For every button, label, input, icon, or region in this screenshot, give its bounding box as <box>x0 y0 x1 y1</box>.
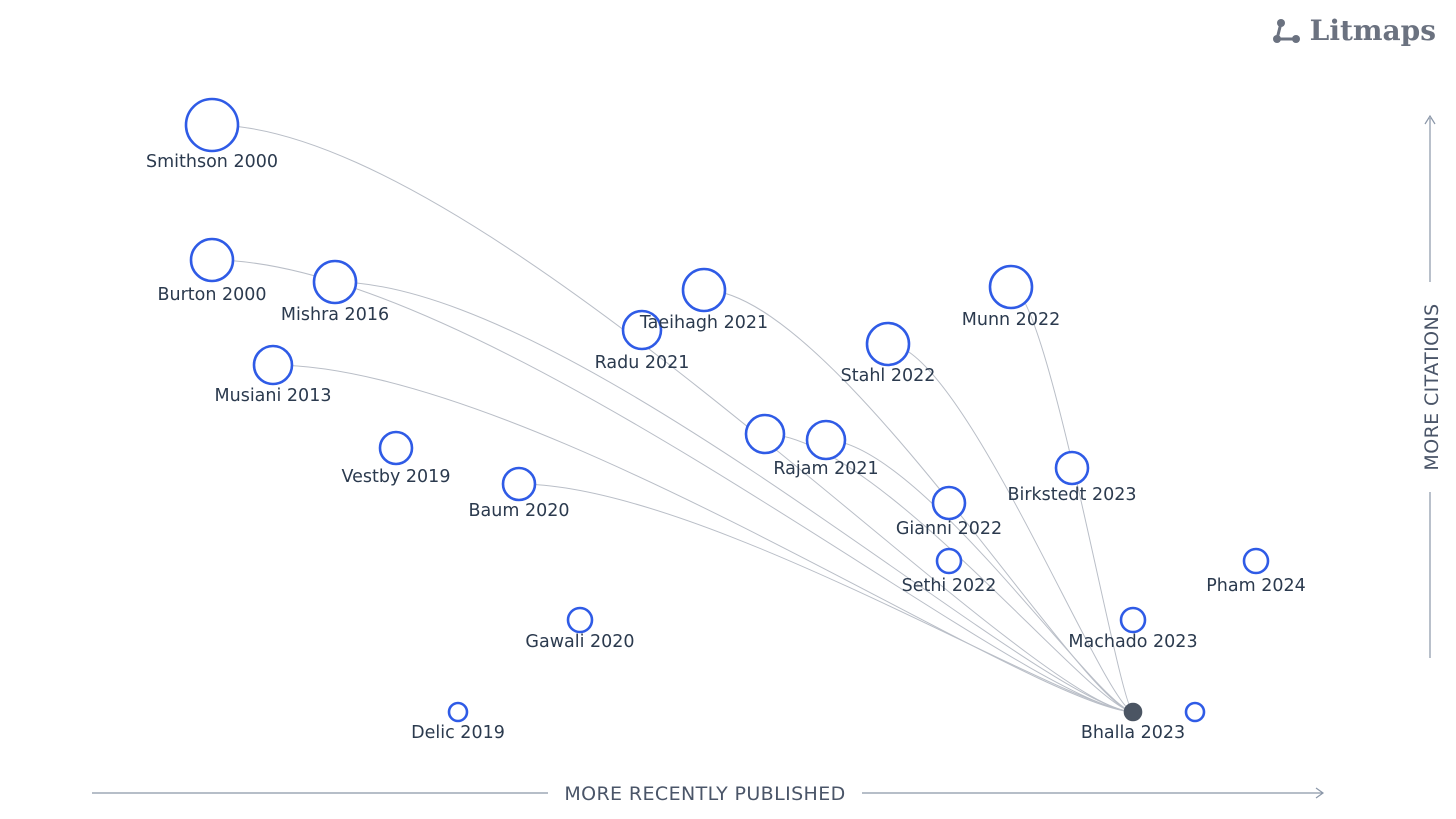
paper-label-sethi-2022[interactable]: Sethi 2022 <box>902 576 997 596</box>
paper-node-munn-2022[interactable] <box>988 264 1034 310</box>
citation-edge-baum-2020 <box>518 483 1134 713</box>
paper-node-burton-2000[interactable] <box>189 237 235 283</box>
paper-labels: Smithson 2000 Burton 2000 Mishra 2016 Musia… <box>146 152 1306 743</box>
litmaps-logo[interactable]: Litmaps <box>1272 14 1436 47</box>
paper-label-baum-2020[interactable]: Baum 2020 <box>469 501 570 521</box>
paper-node-delic-2019[interactable] <box>447 701 469 723</box>
paper-node-pham-2024[interactable] <box>1242 547 1270 575</box>
paper-node-gawali-2020[interactable] <box>566 606 594 634</box>
paper-label-gianni-2022[interactable]: Gianni 2022 <box>896 519 1002 539</box>
paper-label-gawali-2020[interactable]: Gawali 2020 <box>525 632 634 652</box>
paper-node-stahl-2022[interactable] <box>865 321 911 367</box>
citation-edge-munn-2022 <box>1010 286 1134 713</box>
paper-node-musiani-2013[interactable] <box>252 344 294 386</box>
x-axis: MORE RECENTLY PUBLISHED <box>92 783 1325 805</box>
paper-node-machado-2023[interactable] <box>1119 606 1147 634</box>
y-axis-arrow-icon <box>1424 114 1436 125</box>
paper-node-unlabeled-2024[interactable] <box>1184 701 1206 723</box>
paper-label-radu-2021[interactable]: Radu 2021 <box>595 353 690 373</box>
paper-label-birkstedt-2023[interactable]: Birkstedt 2023 <box>1007 485 1136 505</box>
paper-node-unlabeled-2021[interactable] <box>744 413 786 455</box>
x-axis-label: MORE RECENTLY PUBLISHED <box>564 783 845 805</box>
paper-node-taeihagh-2021[interactable] <box>681 267 727 313</box>
paper-label-rajam-2021[interactable]: Rajam 2021 <box>773 459 878 479</box>
y-axis: MORE CITATIONS <box>1421 114 1443 658</box>
citation-edges <box>211 124 1134 713</box>
litmaps-logo-icon <box>1272 18 1300 43</box>
paper-node-baum-2020[interactable] <box>501 466 537 502</box>
paper-label-vestby-2019[interactable]: Vestby 2019 <box>342 467 451 487</box>
x-axis-arrow-icon <box>1315 787 1325 799</box>
paper-label-stahl-2022[interactable]: Stahl 2022 <box>841 366 936 386</box>
paper-node-birkstedt-2023[interactable] <box>1054 450 1090 486</box>
paper-node-sethi-2022[interactable] <box>935 547 963 575</box>
paper-node-smithson-2000[interactable] <box>184 97 240 153</box>
paper-node-radu-2021[interactable] <box>621 309 663 351</box>
paper-node-bhalla-2023[interactable] <box>1123 702 1143 722</box>
paper-label-burton-2000[interactable]: Burton 2000 <box>157 285 266 305</box>
paper-label-munn-2022[interactable]: Munn 2022 <box>962 310 1060 330</box>
paper-label-musiani-2013[interactable]: Musiani 2013 <box>215 386 332 406</box>
logo-text: Litmaps <box>1309 14 1436 47</box>
citation-edge-stahl-2022 <box>887 343 1134 713</box>
paper-label-bhalla-2023[interactable]: Bhalla 2023 <box>1081 723 1185 743</box>
paper-label-smithson-2000[interactable]: Smithson 2000 <box>146 152 278 172</box>
paper-nodes <box>184 97 1270 723</box>
paper-label-mishra-2016[interactable]: Mishra 2016 <box>281 305 389 325</box>
paper-label-pham-2024[interactable]: Pham 2024 <box>1206 576 1306 596</box>
citation-edge-rajam-2021 <box>825 439 1134 713</box>
paper-node-rajam-2021[interactable] <box>805 419 847 461</box>
citation-edge-mishra-2016 <box>334 281 1134 713</box>
paper-label-taeihagh-2021[interactable]: Taeihagh 2021 <box>639 313 768 333</box>
paper-node-vestby-2019[interactable] <box>378 430 414 466</box>
y-axis-label: MORE CITATIONS <box>1421 303 1443 470</box>
paper-label-delic-2019[interactable]: Delic 2019 <box>411 723 505 743</box>
citation-edge-musiani-2013 <box>272 364 1134 713</box>
paper-node-mishra-2016[interactable] <box>312 259 358 305</box>
paper-label-machado-2023[interactable]: Machado 2023 <box>1068 632 1197 652</box>
paper-node-gianni-2022[interactable] <box>931 485 967 521</box>
citation-edge-smithson-2000 <box>211 124 1134 713</box>
